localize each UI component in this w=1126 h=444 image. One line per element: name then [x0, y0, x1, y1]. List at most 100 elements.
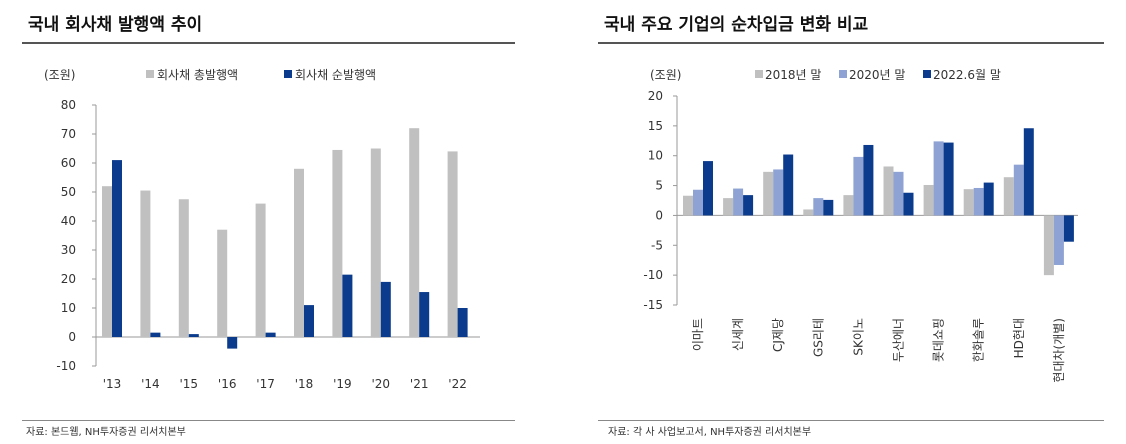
- x-tick-label: HD현대: [1012, 318, 1026, 358]
- x-tick-label: '21: [410, 377, 429, 391]
- y-tick-label: 60: [61, 156, 76, 170]
- bar-total-18: [294, 168, 304, 337]
- x-tick-label: '22: [448, 377, 467, 391]
- x-tick-label: '13: [103, 377, 122, 391]
- left-chart-title: 국내 회사채 발행액 추이: [28, 15, 203, 35]
- legend-label-1: 2018년 말: [765, 68, 821, 82]
- bar-3-6: [903, 192, 914, 216]
- bar-total-22: [447, 151, 458, 337]
- x-tick-label: GS리테: [811, 318, 825, 357]
- bar-3-1: [703, 161, 713, 216]
- bar-net-20: [380, 281, 391, 337]
- bar-1-4: [803, 209, 814, 216]
- bar-total-13: [102, 186, 112, 337]
- x-tick-label: CJ제당: [771, 318, 785, 352]
- bar-net-13: [112, 160, 122, 337]
- bar-net-14: [150, 332, 161, 337]
- y-tick-label: 15: [648, 119, 663, 133]
- bar-3-2: [743, 195, 754, 216]
- bar-2-10: [1053, 215, 1064, 265]
- y-tick-label: 80: [61, 98, 76, 112]
- right-title-rule: [598, 42, 1104, 44]
- x-tick-label: 이마트: [691, 318, 705, 351]
- y-tick-label: -10: [56, 359, 76, 373]
- bar-1-10: [1043, 215, 1054, 276]
- legend-swatch-1: [146, 70, 154, 78]
- x-tick-label: 현대차(개별): [1052, 318, 1066, 383]
- bar-1-3: [763, 171, 774, 216]
- legend-label-3: 2022.6월 말: [933, 68, 1001, 82]
- bar-total-16: [217, 229, 228, 337]
- x-tick-label: '20: [372, 377, 391, 391]
- left-bar-chart: (조원) 회사채 총발행액 회사채 순발행액 -10 0 10 20 30 40 50 60 70 80…: [44, 67, 480, 391]
- y-unit-label: (조원): [650, 68, 681, 82]
- legend-label-1: 회사채 총발행액: [157, 67, 238, 82]
- bar-3-7: [943, 142, 954, 216]
- bar-3-10: [1063, 215, 1074, 242]
- y-tick-label: -10: [643, 268, 663, 282]
- x-tick-label: 신세계: [731, 318, 745, 351]
- right-chart-title: 국내 주요 기업의 순차입금 변화 비교: [604, 15, 869, 35]
- bar-net-22: [457, 308, 468, 337]
- bar-3-4: [823, 199, 834, 216]
- bar-total-20: [370, 148, 381, 337]
- bar-2-6: [893, 171, 904, 216]
- bar-total-17: [255, 203, 266, 337]
- y-tick-label: 70: [61, 127, 76, 141]
- legend-label-2: 2020년 말: [849, 68, 905, 82]
- bar-3-9: [1023, 128, 1034, 216]
- y-tick-label: 0: [655, 208, 663, 222]
- bar-1-8: [963, 189, 974, 216]
- y-tick-label: 40: [61, 214, 76, 228]
- y-tick-label: 20: [648, 89, 663, 103]
- legend-label-2: 회사채 순발행액: [295, 67, 376, 82]
- bar-2-4: [813, 198, 824, 216]
- bar-net-15: [188, 334, 199, 337]
- bar-total-15: [178, 199, 189, 337]
- bar-1-7: [923, 184, 934, 216]
- bar-total-21: [409, 128, 420, 337]
- y-tick-label: 10: [648, 149, 663, 163]
- bar-net-19: [342, 274, 353, 337]
- x-tick-label: '15: [180, 377, 199, 391]
- y-tick-label: 30: [61, 243, 76, 257]
- x-tick-label: '17: [256, 377, 275, 391]
- bar-net-21: [419, 292, 430, 337]
- x-tick-label: '14: [141, 377, 160, 391]
- bar-2-9: [1013, 164, 1024, 216]
- y-tick-label: 10: [61, 301, 76, 315]
- legend-swatch-3: [923, 70, 931, 78]
- bar-2-8: [973, 187, 984, 216]
- legend-swatch-2: [839, 70, 847, 78]
- bar-net-16: [227, 337, 238, 349]
- bar-total-14: [140, 190, 151, 337]
- y-tick-label: -5: [651, 238, 663, 252]
- legend-swatch-1: [755, 70, 763, 78]
- left-source-rule: [22, 420, 515, 421]
- right-source-rule: [598, 420, 1104, 421]
- x-tick-label: 한화솔루: [972, 318, 986, 362]
- x-tick-label: 두산에너: [892, 318, 906, 362]
- y-tick-label: 20: [61, 272, 76, 286]
- bar-1-5: [843, 195, 854, 216]
- bar-1-6: [883, 166, 894, 216]
- y-tick-label: 50: [61, 185, 76, 199]
- bar-1-9: [1003, 177, 1014, 216]
- bar-2-7: [933, 141, 944, 216]
- left-title-rule: [22, 42, 515, 44]
- y-tick-label: 0: [68, 330, 76, 344]
- bar-total-19: [332, 149, 343, 337]
- bar-3-8: [983, 182, 994, 216]
- bar-3-5: [863, 144, 874, 216]
- y-unit-label: (조원): [44, 68, 75, 82]
- bar-3-3: [783, 154, 794, 216]
- bar-2-1: [693, 189, 703, 216]
- x-tick-label: '16: [218, 377, 237, 391]
- y-tick-label: 5: [655, 179, 663, 193]
- bar-2-3: [773, 169, 784, 216]
- left-source-note: 자료: 본드웹, NH투자증권 리서치본부: [26, 427, 186, 438]
- right-source-note: 자료: 각 사 사업보고서, NH투자증권 리서치본부: [608, 427, 812, 438]
- x-tick-label: SK이노: [851, 318, 865, 356]
- x-tick-label: 롯데쇼핑: [932, 318, 946, 362]
